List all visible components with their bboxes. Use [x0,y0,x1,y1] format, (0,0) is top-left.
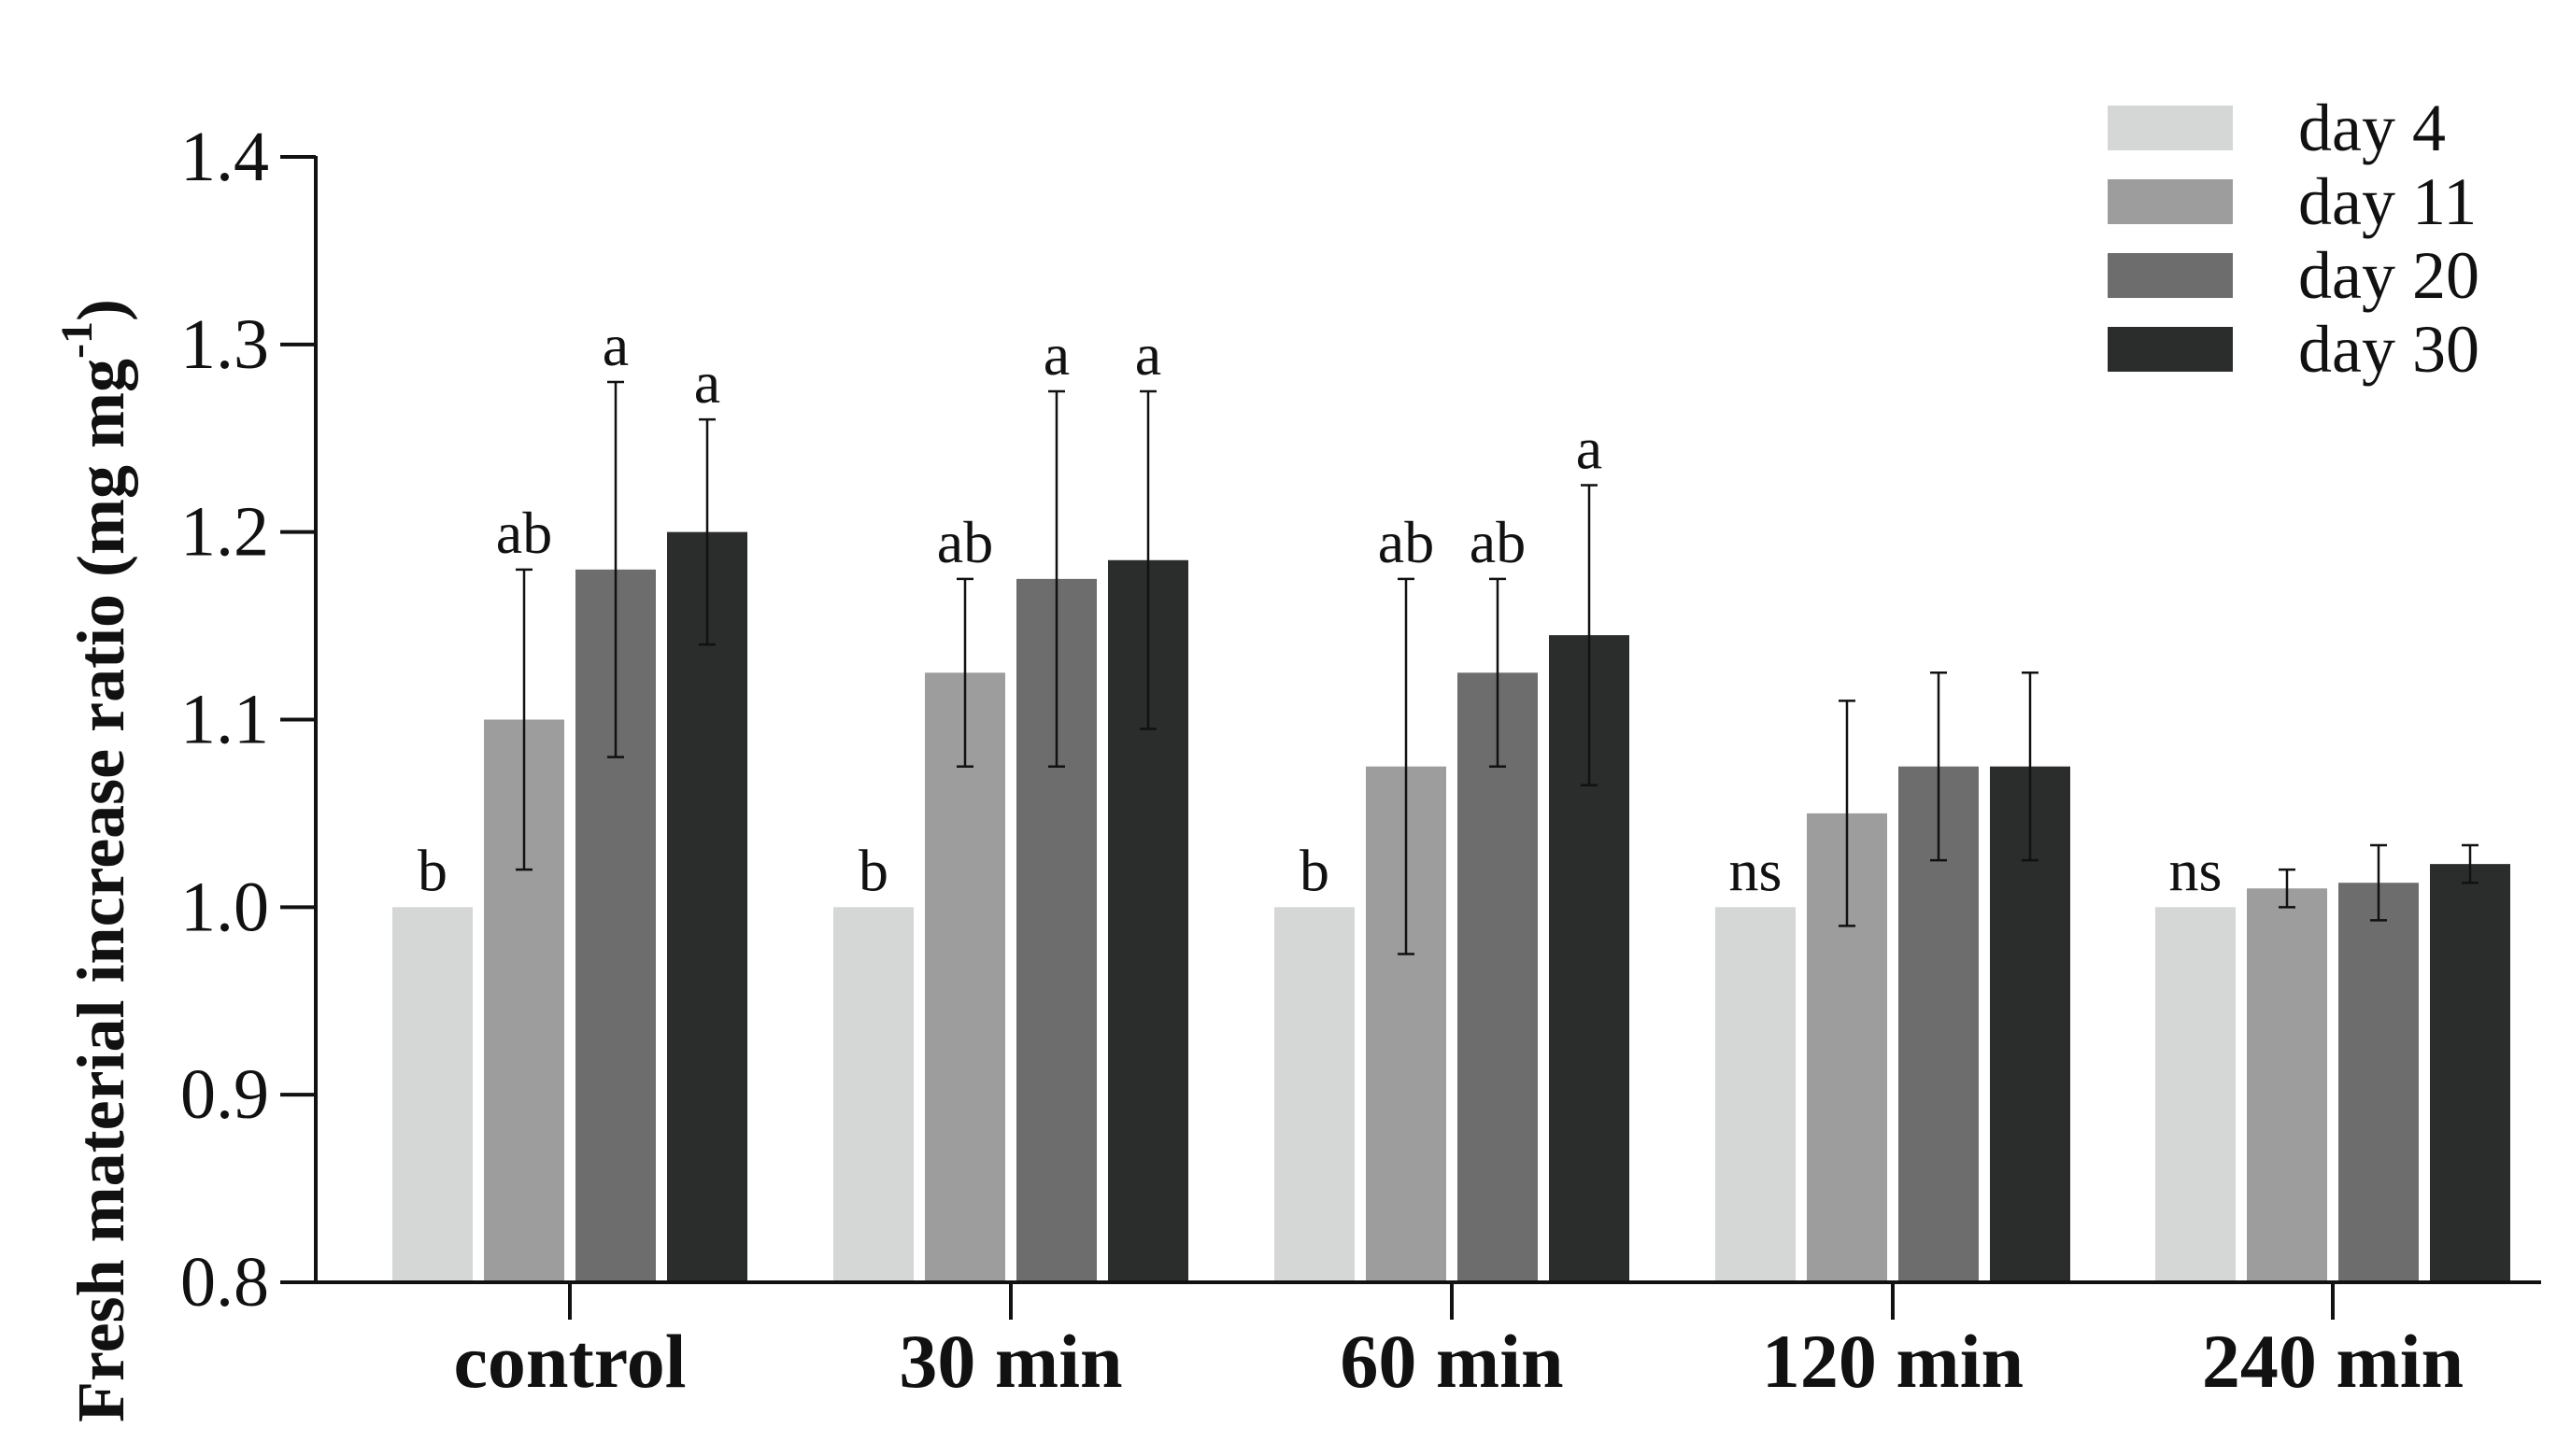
bar-day-11-240-min [2247,888,2327,1282]
significance-label: a [694,349,720,416]
error-bar-day-30-control [699,417,716,646]
error-bar-day-30-60-min [1581,484,1598,787]
legend-label: day 30 [2298,312,2479,387]
significance-label: b [418,837,447,903]
error-bar-day-20-120-min [1930,671,1947,862]
legend-label: day 11 [2298,164,2477,239]
bar-day-30-control [667,531,747,1282]
x-tick-label: 30 min [899,1319,1122,1404]
x-tick-label: control [453,1319,686,1404]
error-bar-day-11-control [516,568,533,871]
y-axis-title-superscript: -1 [52,321,102,359]
y-tick-label: 0.9 [180,1055,269,1134]
significance-label: ns [2169,837,2223,903]
y-tick-label: 1.0 [180,868,269,946]
error-bar-day-20-30-min [1048,389,1065,768]
bar-day-4-60-min [1274,907,1355,1282]
y-tick-label: 1.2 [180,493,269,572]
legend-item-day-30: day 30 [2108,312,2479,387]
significance-label: ab [1470,509,1526,575]
legend-swatch [2108,106,2233,150]
error-bar-day-11-60-min [1398,577,1414,955]
x-tick-label: 120 min [1762,1319,2024,1404]
bar-day-4-control [392,907,473,1282]
legend-label: day 4 [2298,91,2446,165]
error-bar-day-20-60-min [1489,577,1506,768]
significance-label: b [859,837,888,903]
bar-day-4-30-min [833,907,914,1282]
bar-day-20-60-min [1457,672,1538,1282]
x-tick-label: 60 min [1340,1319,1563,1404]
y-tick-label: 1.1 [180,681,269,759]
legend-swatch [2108,179,2233,224]
significance-label: a [1135,321,1161,388]
error-bar-day-20-240-min [2370,843,2387,922]
error-bar-day-30-240-min [2462,843,2479,884]
legend-swatch [2108,253,2233,298]
y-axis-title-close: ) [64,299,138,321]
y-axis-title-text: Fresh material increase ratio (mg mg-1) [52,299,139,1422]
significance-label: ns [1729,837,1783,903]
significance-label: b [1300,837,1329,903]
y-tick-label: 1.4 [180,118,269,196]
legend-label: day 20 [2298,238,2479,313]
significance-label: a [603,312,629,378]
significance-label: a [1576,415,1602,481]
significance-label: a [1044,321,1070,388]
error-bar-day-11-240-min [2279,868,2295,909]
legend-swatch [2108,327,2233,372]
error-bar-day-11-30-min [957,577,973,768]
error-bar-day-20-control [607,380,624,758]
y-axis-title: Fresh material increase ratio (mg mg-1) [52,299,139,1422]
bar-day-20-240-min [2338,883,2419,1282]
bar-day-30-240-min [2430,864,2510,1282]
significance-label: ab [496,500,552,566]
legend-item-day-11: day 11 [2108,164,2477,239]
error-bar-day-30-120-min [2022,671,2038,862]
x-tick-label: 240 min [2202,1319,2464,1404]
significance-label: ab [937,509,993,575]
bar-day-4-120-min [1715,907,1796,1282]
bar-day-11-30-min [925,672,1005,1282]
significance-label: ab [1378,509,1434,575]
bar-day-4-240-min [2155,907,2236,1282]
legend-item-day-20: day 20 [2108,238,2479,313]
error-bar-day-30-30-min [1140,389,1157,730]
legend-item-day-4: day 4 [2108,91,2446,165]
y-tick-label: 1.3 [180,305,269,384]
error-bar-day-11-120-min [1839,700,1855,927]
y-tick-label: 0.8 [180,1243,269,1322]
y-axis-title-main: Fresh material increase ratio (mg mg [64,359,138,1422]
